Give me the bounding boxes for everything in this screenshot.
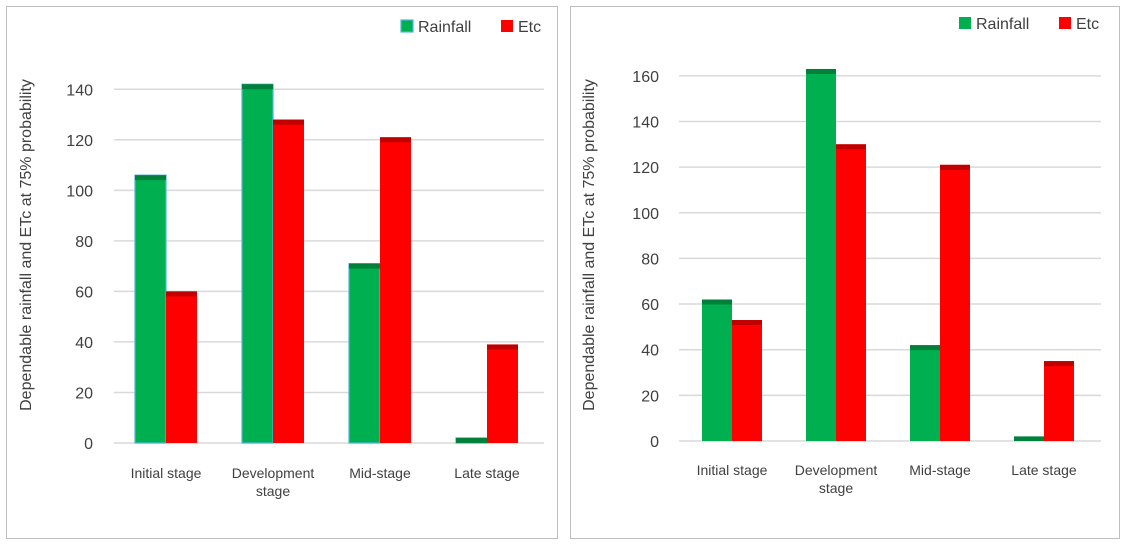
- bar-cap-etc-0: [732, 320, 762, 326]
- y-tick-label: 20: [75, 385, 93, 402]
- bar-cap-etc-1: [836, 144, 866, 150]
- bar-etc-0: [166, 291, 197, 443]
- bar-rainfall-2: [910, 345, 940, 441]
- bar-cap-etc-0: [166, 291, 197, 297]
- y-axis-label: Dependable rainfall and ETc at 75% proba…: [581, 79, 598, 411]
- bar-cap-rainfall-3: [456, 437, 487, 443]
- legend-label-etc: Etc: [518, 19, 541, 36]
- bar-cap-etc-2: [940, 164, 970, 170]
- bar-cap-rainfall-1: [806, 68, 836, 74]
- y-tick-label: 120: [66, 133, 93, 150]
- x-category-label: Initial stage: [697, 462, 768, 478]
- bar-etc-3: [1044, 361, 1074, 441]
- legend: Rainfall Etc: [959, 16, 1099, 33]
- bar-etc-2: [940, 164, 970, 441]
- bars: [702, 68, 1074, 441]
- legend-swatch-etc: [1059, 17, 1071, 29]
- bar-cap-rainfall-3: [1014, 436, 1044, 441]
- bar-rainfall-1: [241, 83, 274, 444]
- bar-cap-etc-2: [380, 137, 411, 143]
- y-tick-label: 0: [650, 434, 659, 451]
- chart-left: 0 20 40 60 80 100 120 140 Dependable rainfall an…: [18, 19, 544, 499]
- gridlines: [679, 75, 1101, 442]
- bar-etc-1: [273, 119, 304, 443]
- x-category-label: stage: [256, 483, 290, 499]
- bar-cap-etc-3: [1044, 361, 1074, 367]
- x-category-label: stage: [819, 480, 853, 496]
- bar-etc-1: [836, 144, 866, 441]
- x-category-label: Initial stage: [131, 465, 202, 481]
- y-tick-label: 80: [75, 234, 93, 251]
- legend-label-etc: Etc: [1076, 16, 1099, 33]
- y-tick-label: 100: [632, 206, 659, 223]
- y-tick-label: 80: [641, 251, 659, 268]
- y-tick-label: 140: [632, 114, 659, 131]
- bar-etc-2: [380, 137, 411, 444]
- bar-cap-etc-1: [273, 119, 304, 125]
- legend-swatch-rainfall: [400, 19, 414, 33]
- x-category-label: Late stage: [454, 465, 520, 481]
- y-tick-label: 140: [66, 82, 93, 99]
- y-tick-label: 20: [641, 388, 659, 405]
- bar-cap-rainfall-2: [349, 263, 380, 269]
- bar-cap-rainfall-2: [910, 345, 940, 351]
- bar-cap-rainfall-0: [702, 299, 732, 305]
- x-category-label: Late stage: [1011, 462, 1077, 478]
- bar-cap-etc-3: [487, 344, 518, 350]
- chart-panel-left: 0 20 40 60 80 100 120 140 Dependable rainfall an…: [6, 6, 558, 539]
- y-tick-label: 0: [84, 436, 93, 453]
- legend-label-rainfall: Rainfall: [418, 19, 471, 36]
- bar-rainfall-2: [348, 263, 381, 444]
- legend-swatch-rainfall: [959, 17, 971, 29]
- y-tick-label: 60: [641, 297, 659, 314]
- legend-label-rainfall: Rainfall: [976, 16, 1029, 33]
- y-tick-label: 40: [641, 343, 659, 360]
- y-tick-label: 100: [66, 183, 93, 200]
- legend-swatch-etc: [501, 20, 513, 32]
- bar-rainfall-0: [702, 299, 732, 441]
- x-category-label: Mid-stage: [349, 465, 411, 481]
- bar-rainfall-0: [134, 174, 167, 444]
- y-tick-label: 160: [632, 69, 659, 86]
- bars: [134, 83, 518, 444]
- legend: Rainfall Etc: [400, 19, 541, 36]
- x-category-label: Mid-stage: [909, 462, 971, 478]
- y-axis-label: Dependable rainfall and ETc at 75% proba…: [18, 79, 35, 411]
- bar-cap-rainfall-1: [242, 84, 273, 90]
- chart-panel-right: 0 20 40 60 80 100 120 140 160 Dependable rainfall…: [570, 6, 1120, 539]
- y-tick-label: 120: [632, 160, 659, 177]
- y-tick-label: 60: [75, 284, 93, 301]
- x-category-label: Development: [795, 462, 878, 478]
- x-category-label: Development: [232, 465, 315, 481]
- bar-etc-0: [732, 320, 762, 441]
- chart-right: 0 20 40 60 80 100 120 140 160 Dependable rainfall…: [581, 16, 1101, 496]
- y-tick-label: 40: [75, 335, 93, 352]
- bar-cap-rainfall-0: [135, 175, 166, 181]
- bar-rainfall-1: [806, 68, 836, 441]
- bar-etc-3: [487, 344, 518, 443]
